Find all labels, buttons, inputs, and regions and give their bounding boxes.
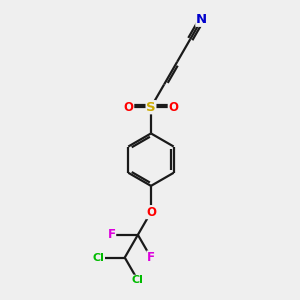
Text: F: F [147,251,155,264]
Text: N: N [196,13,207,26]
Text: F: F [108,228,116,241]
Text: O: O [146,206,156,219]
Text: O: O [124,101,134,114]
Text: Cl: Cl [93,253,104,262]
Text: Cl: Cl [132,275,144,285]
Text: S: S [146,101,156,114]
Text: O: O [168,101,178,114]
